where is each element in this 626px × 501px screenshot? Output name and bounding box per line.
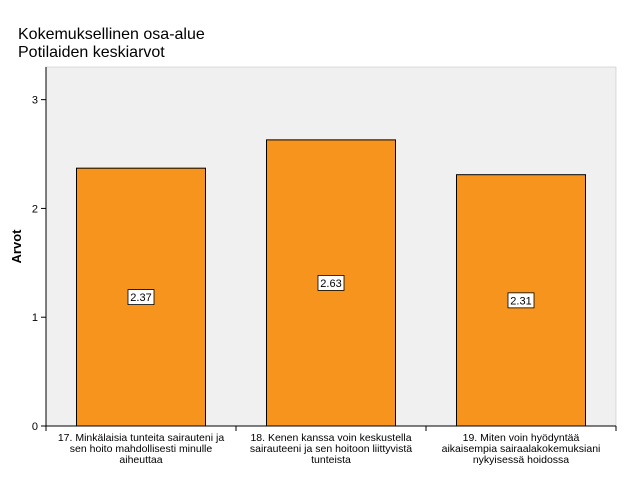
- y-tick-label-1: 1: [32, 312, 38, 324]
- category-label-2-line-1: 18. Kenen kanssa voin keskustella: [250, 432, 411, 444]
- y-tick-label-3: 3: [32, 95, 38, 107]
- y-tick-label-0: 0: [32, 421, 38, 433]
- axis-layer: 17. Minkälaisia tunteita sairauteni jase…: [32, 67, 617, 466]
- y-tick-label-2: 2: [32, 203, 38, 215]
- y-axis-label: Arvot: [9, 229, 24, 264]
- category-label-1-line-2: sen hoito mahdollisesti minulle: [70, 443, 213, 455]
- category-label-2-line-2: sairauteeni ja sen hoitoon liittyvistä: [250, 443, 412, 455]
- category-label-1-line-1: 17. Minkälaisia tunteita sairauteni ja: [58, 432, 225, 444]
- bars-layer: 2.37 2.63 2.31: [76, 139, 586, 427]
- category-label-3-line-1: 19. Miten voin hyödyntää: [463, 432, 580, 444]
- data-label-2: 2.63: [320, 278, 341, 290]
- category-label-1-line-3: aiheuttaa: [119, 454, 162, 466]
- category-label-3-line-3: nykyisessä hoidossa: [473, 454, 569, 466]
- chart-subtitle: Potilaiden keskiarvot: [18, 44, 165, 61]
- category-label-3-line-2: aikaisempia sairaalakokemuksiani: [442, 443, 601, 455]
- data-label-3: 2.31: [510, 295, 531, 307]
- chart-title-block: Kokemuksellinen osa-alue Potilaiden kesk…: [18, 26, 205, 62]
- data-label-box-1: [127, 289, 155, 305]
- chart-title: Kokemuksellinen osa-alue: [18, 26, 205, 43]
- data-label-box-3: [507, 292, 535, 309]
- data-label-1: 2.37: [130, 292, 151, 304]
- data-label-box-2: [317, 275, 345, 291]
- category-label-2-line-3: tunteista: [311, 454, 351, 466]
